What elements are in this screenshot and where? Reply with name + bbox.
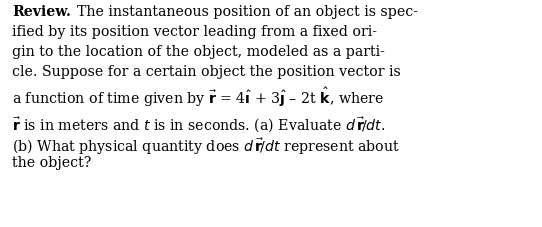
Text: a function of time given by $\vec{\mathbf{r}}$ = 4$\hat{\mathbf{\imath}}$ + 3$\h: a function of time given by $\vec{\mathb… [12,86,384,109]
Text: cle. Suppose for a certain object the position vector is: cle. Suppose for a certain object the po… [12,65,401,79]
Text: the object?: the object? [12,156,91,170]
Text: The instantaneous position of an object is spec-: The instantaneous position of an object … [68,5,418,19]
Text: (b) What physical quantity does $d\,\vec{\mathbf{r}}\!/dt$ represent about: (b) What physical quantity does $d\,\vec… [12,136,400,157]
Text: ified by its position vector leading from a fixed ori-: ified by its position vector leading fro… [12,25,377,39]
Text: Review.: Review. [12,5,71,19]
Text: $\vec{\mathbf{r}}$ is in meters and $t$ is in seconds. (a) Evaluate $d\,\vec{\ma: $\vec{\mathbf{r}}$ is in meters and $t$ … [12,116,385,135]
Text: gin to the location of the object, modeled as a parti-: gin to the location of the object, model… [12,45,385,59]
